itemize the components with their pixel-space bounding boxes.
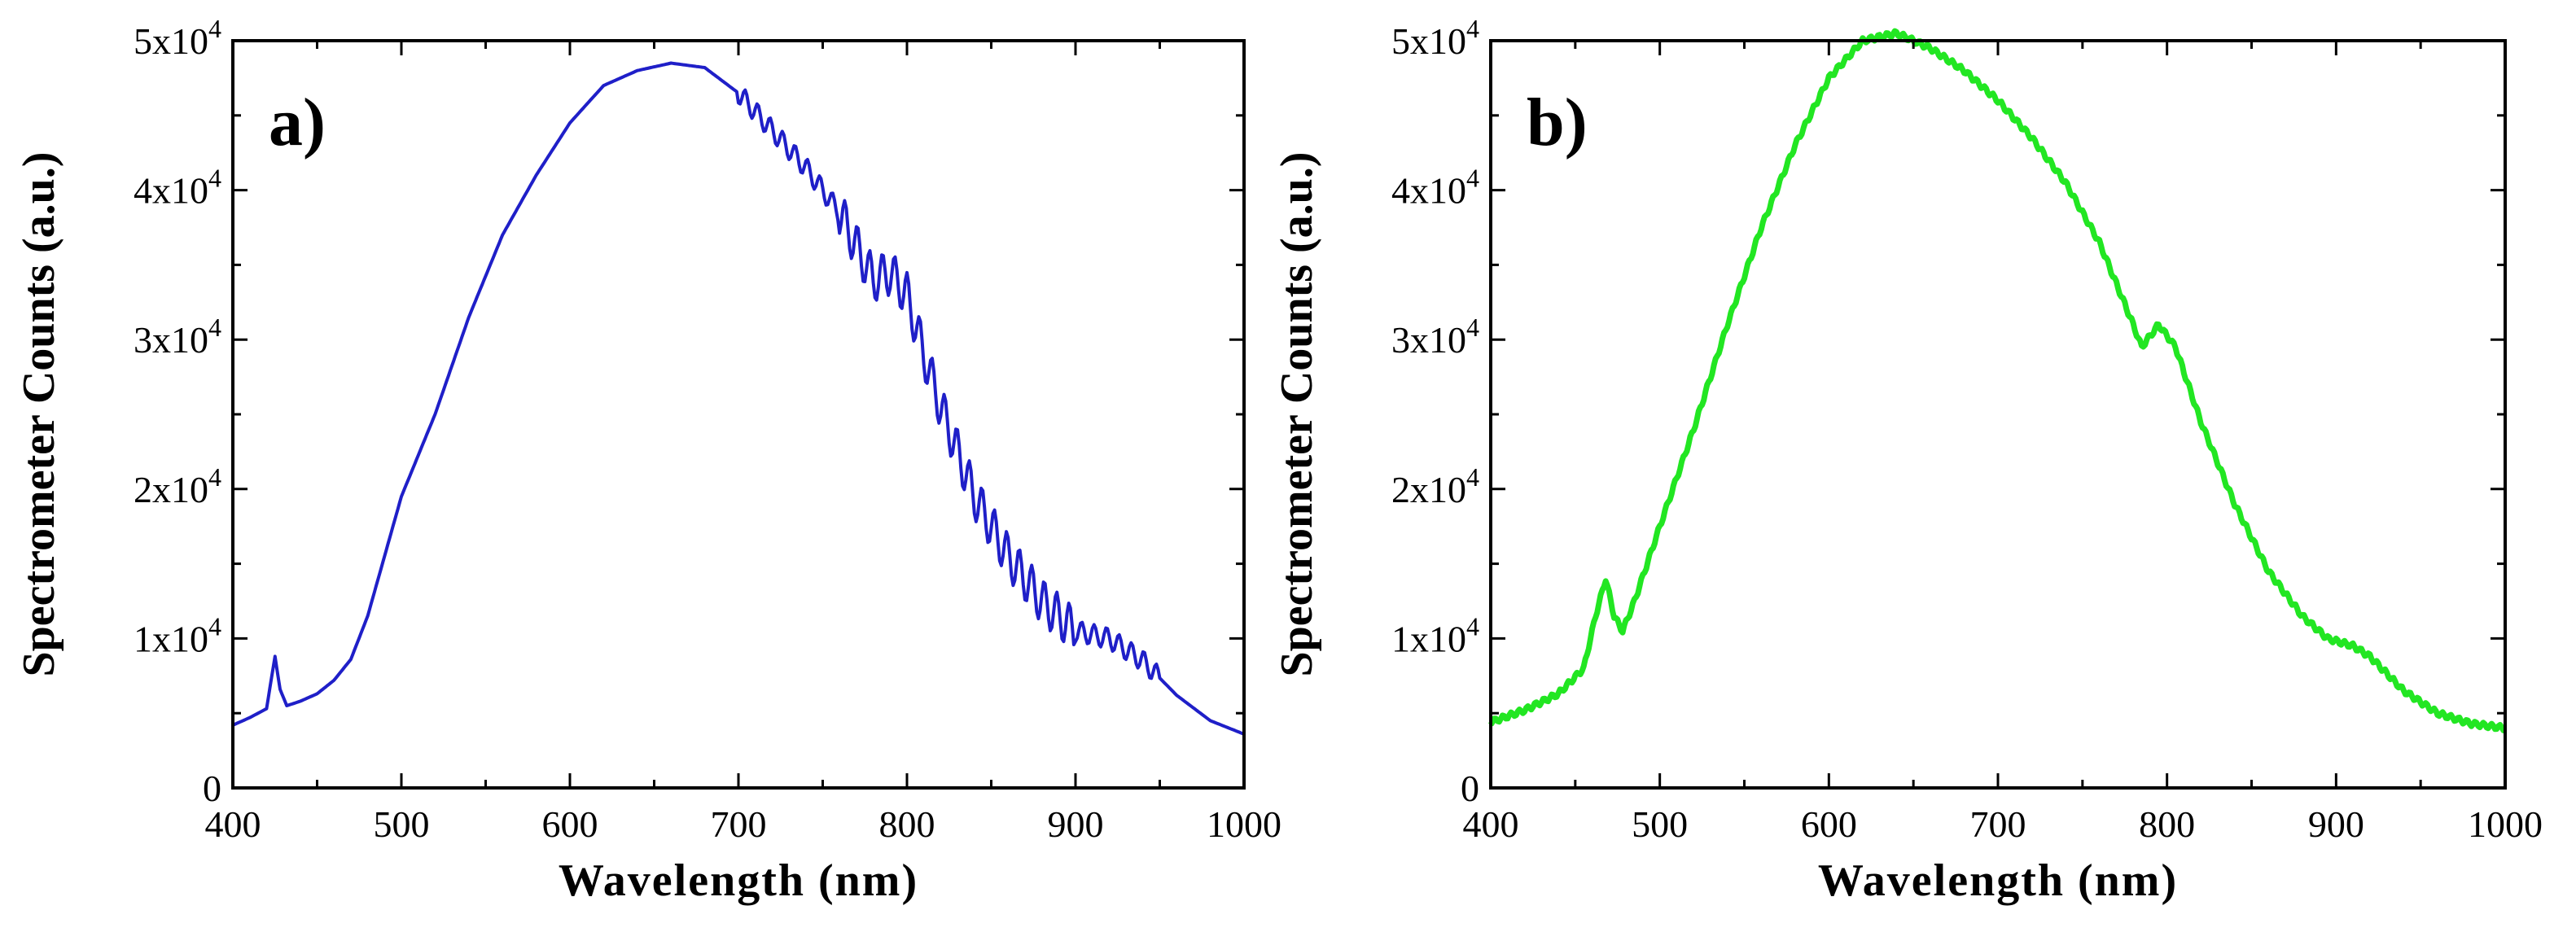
y-tick-label: 3x104	[1391, 313, 1479, 361]
x-tick-label: 500	[1632, 803, 1688, 845]
y-tick-label: 0	[1461, 768, 1479, 809]
x-tick-label: 700	[1970, 803, 2026, 845]
y-tick-label: 3x104	[134, 313, 221, 361]
x-tick-label: 400	[1463, 803, 1519, 845]
panel-label: b)	[1527, 85, 1588, 160]
y-tick-label: 4x104	[134, 164, 221, 212]
x-tick-label: 600	[1801, 803, 1857, 845]
y-tick-label: 5x104	[1391, 14, 1479, 62]
y-tick-label: 2x104	[1391, 462, 1479, 510]
y-axis-title: Spectrometer Counts (a.u.)	[14, 152, 64, 677]
spectrum-line	[232, 61, 1245, 736]
x-tick-label: 600	[542, 803, 598, 845]
y-tick-label: 5x104	[134, 14, 221, 62]
y-tick-label: 1x104	[134, 611, 221, 659]
plot-frame	[1489, 39, 2507, 790]
y-tick-label: 2x104	[134, 462, 221, 510]
x-axis-title: Wavelength (nm)	[1818, 855, 2178, 906]
y-tick-label: 4x104	[1391, 164, 1479, 212]
x-tick-label: 800	[879, 803, 935, 845]
y-tick-label: 1x104	[1391, 611, 1479, 659]
x-tick-label: 700	[711, 803, 767, 845]
x-tick-label: 900	[2308, 803, 2364, 845]
x-tick-label: 400	[205, 803, 261, 845]
x-tick-label: 1000	[1207, 803, 1281, 845]
x-axis-title: Wavelength (nm)	[559, 855, 918, 906]
x-tick-label: 500	[374, 803, 430, 845]
x-tick-label: 900	[1048, 803, 1104, 845]
chart-panel-a: 400 500 600 700 800 900 1000 0 1x104 2x104 3x104 4x…	[14, 14, 1281, 906]
x-tick-label: 1000	[2468, 803, 2543, 845]
y-axis-title: Spectrometer Counts (a.u.)	[1272, 152, 1322, 677]
chart-panel-b: 400 500 600 700 800 900 1000 0 1x104 2x104 3x104 4x…	[1272, 14, 2543, 906]
y-tick-label: 0	[203, 768, 221, 809]
spectrum-line	[1488, 28, 2507, 733]
plot-frame	[231, 39, 1246, 790]
panel-label: a)	[269, 85, 326, 160]
x-tick-label: 800	[2139, 803, 2195, 845]
